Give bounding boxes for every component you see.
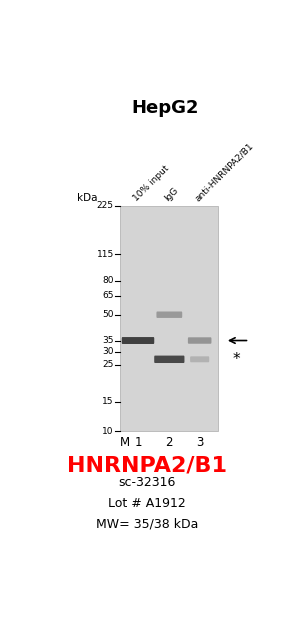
FancyBboxPatch shape [122, 337, 154, 344]
Text: 1: 1 [134, 436, 142, 449]
FancyBboxPatch shape [190, 356, 209, 362]
FancyBboxPatch shape [156, 311, 182, 318]
Text: 225: 225 [97, 201, 114, 210]
Text: M: M [120, 436, 130, 449]
Text: MW= 35/38 kDa: MW= 35/38 kDa [96, 518, 198, 530]
Text: HepG2: HepG2 [131, 100, 199, 118]
Text: 115: 115 [96, 250, 114, 259]
Text: 80: 80 [102, 276, 114, 285]
FancyBboxPatch shape [188, 338, 212, 344]
Text: kDa: kDa [77, 194, 97, 203]
Text: 50: 50 [102, 310, 114, 319]
Bar [121, 206, 218, 431]
Text: anti-HNRNPA2/B1: anti-HNRNPA2/B1 [193, 141, 255, 203]
Text: IgG: IgG [163, 186, 180, 203]
Text: HNRNPA2/B1: HNRNPA2/B1 [67, 456, 227, 476]
FancyBboxPatch shape [154, 356, 185, 363]
Text: 15: 15 [102, 397, 114, 406]
Text: 10: 10 [102, 427, 114, 436]
Text: 2: 2 [166, 436, 173, 449]
Text: Lot # A1912: Lot # A1912 [108, 496, 186, 509]
Text: 35: 35 [102, 336, 114, 345]
Text: sc-32316: sc-32316 [119, 476, 176, 489]
Text: *: * [232, 352, 240, 367]
Text: 65: 65 [102, 291, 114, 300]
Text: 25: 25 [102, 360, 114, 369]
Text: 3: 3 [196, 436, 203, 449]
Text: 30: 30 [102, 347, 114, 356]
Text: 10% input: 10% input [132, 164, 171, 203]
